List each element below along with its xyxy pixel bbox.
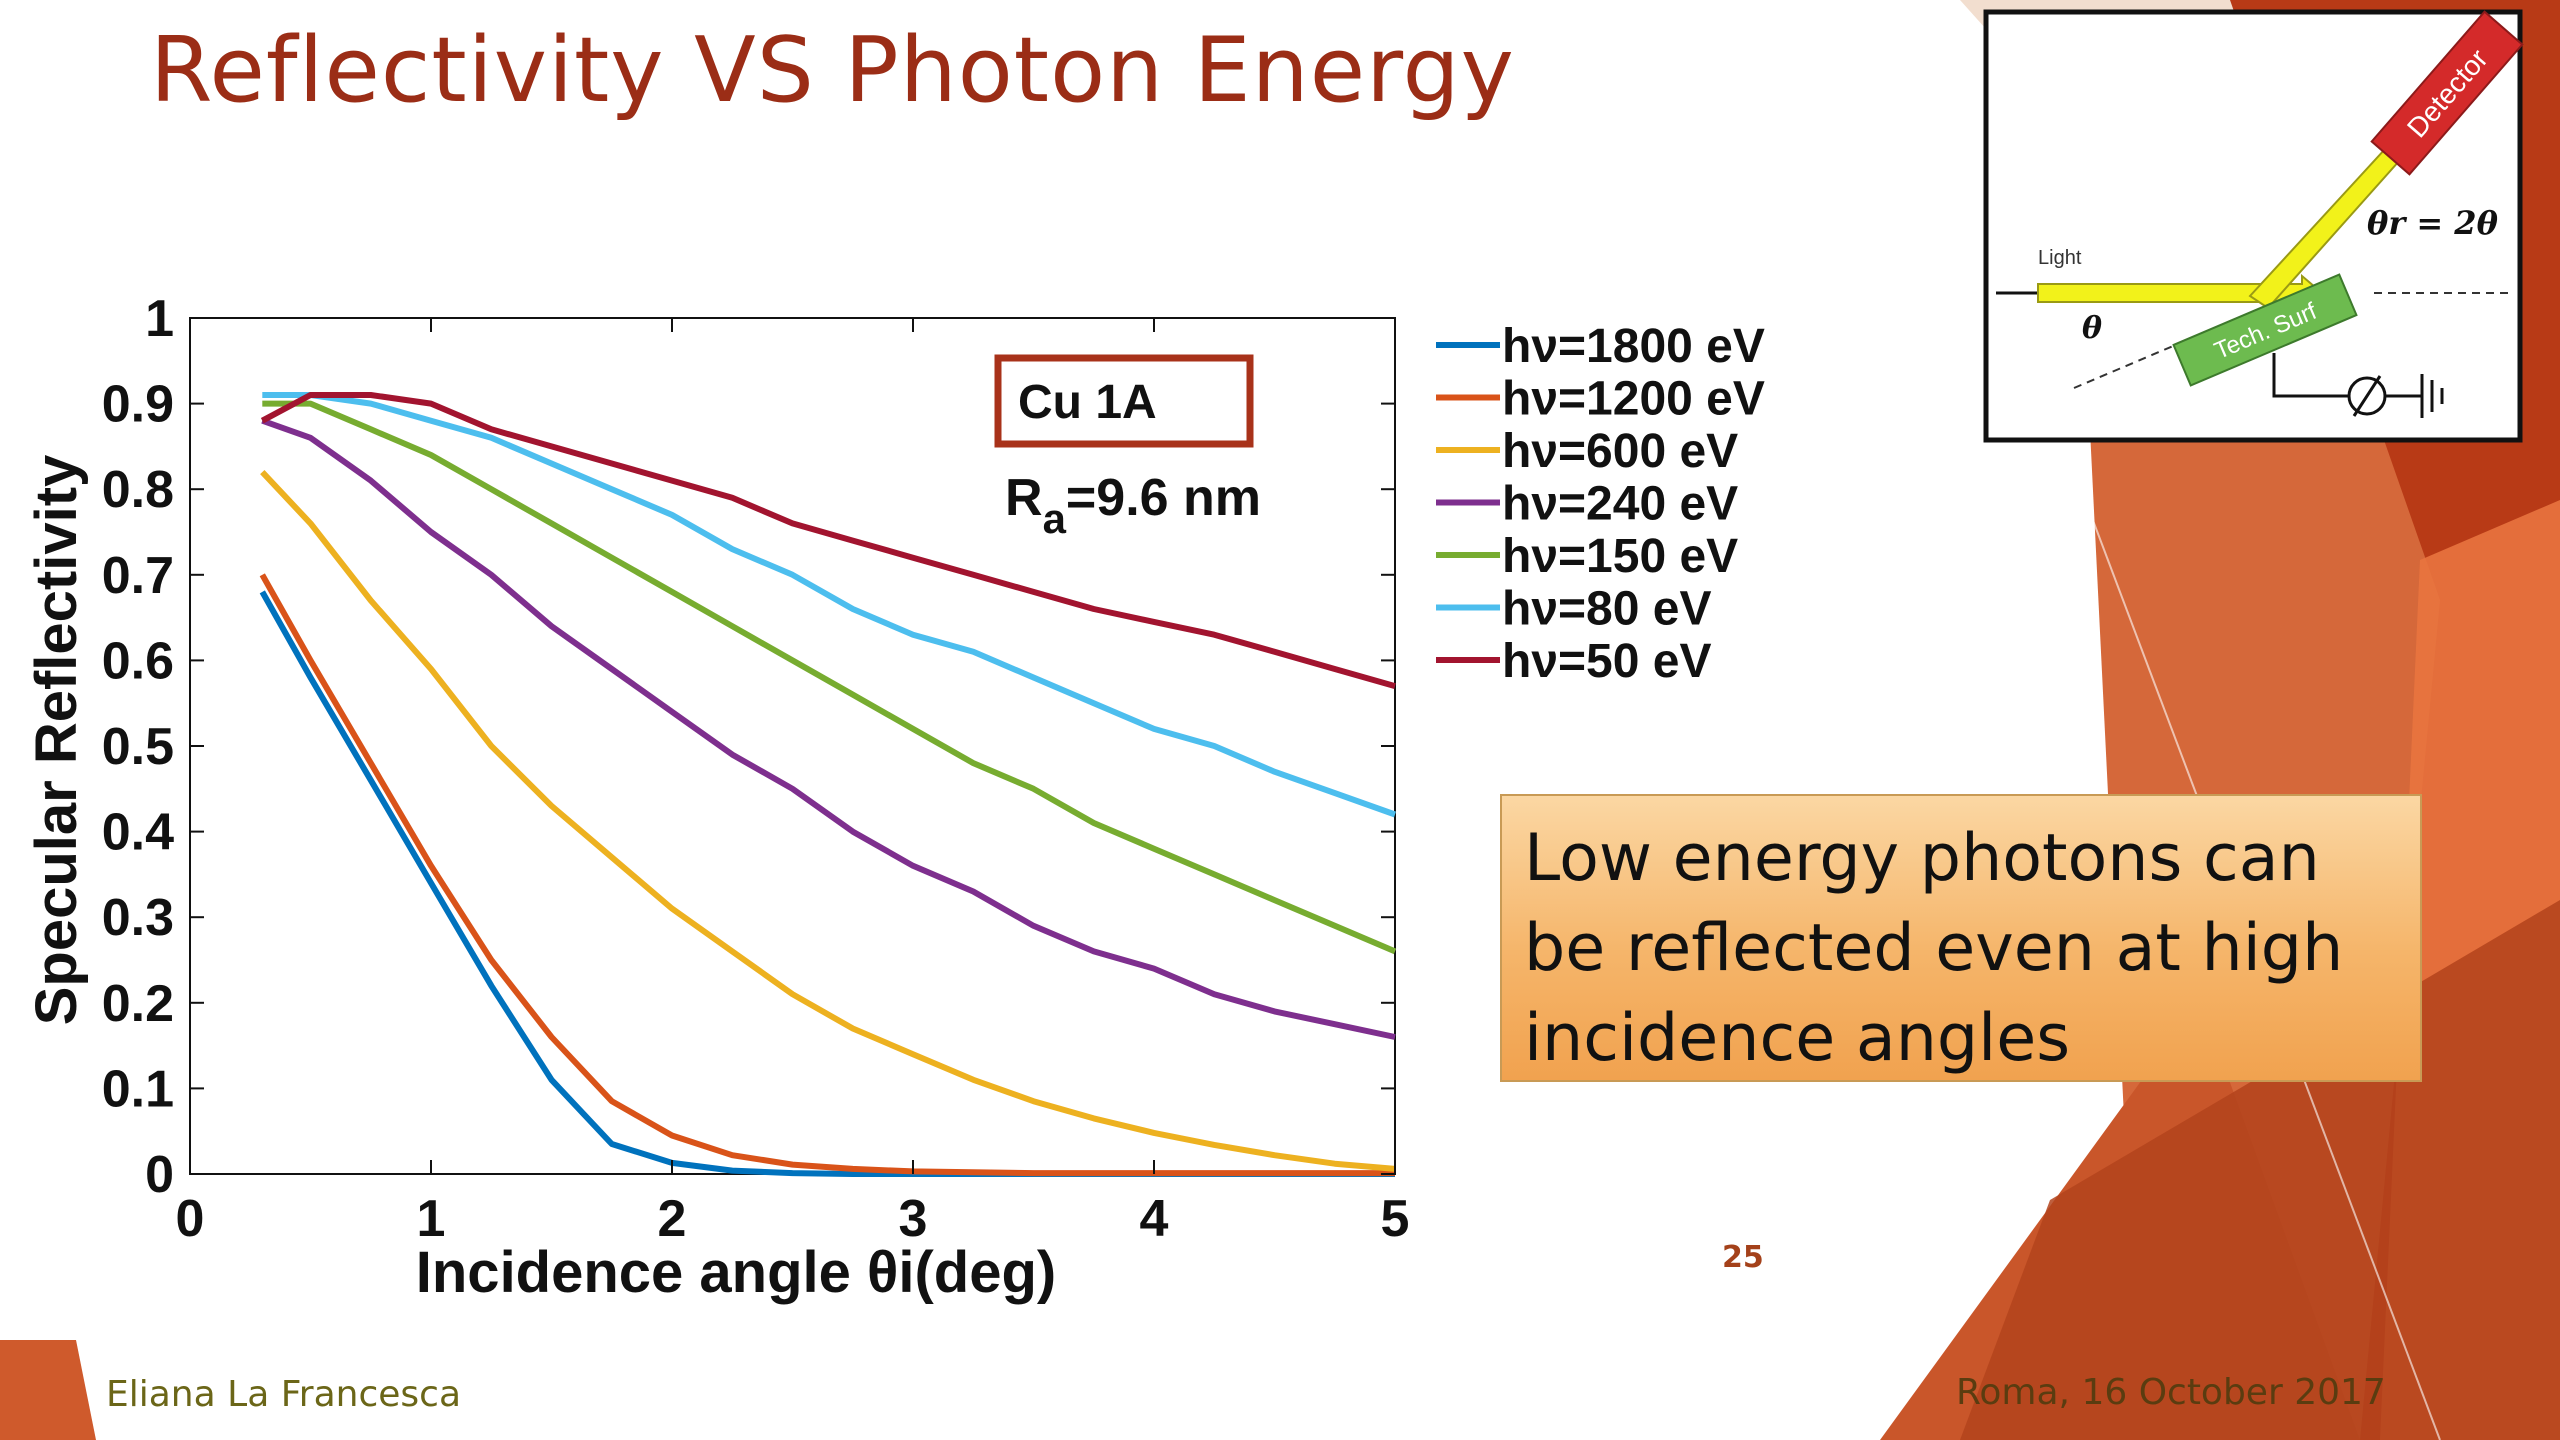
y-tick-label: 0.3 [102,889,174,947]
y-tick-label: 0.2 [102,975,174,1033]
series-line-6 [260,392,1396,689]
series-group [259,392,1397,1177]
y-tick-label: 1 [145,290,174,348]
y-tick-label: 0.4 [102,804,174,862]
ticks-group: 0 1 2 3 4 5 0 0.1 0.2 0.3 0.4 0.5 0.6 0.7 0.8 0.9 1 [102,290,1410,1248]
annotation-text: Ra=9.6 nm [1005,469,1261,542]
annotation-box-label: Cu 1A [1018,376,1157,429]
x-tick-label: 3 [899,1190,928,1248]
callout-box: Low energy photons can be reflected even… [1500,794,2422,1082]
x-tick-label: 4 [1140,1190,1169,1248]
x-tick-label: 5 [1381,1190,1410,1248]
reflection-geometry-diagram: Detector Tech. Surf Light θ θr = 2θ [1983,9,2524,443]
callout-line: be reflected even at high [1524,911,2344,986]
legend-label: hν=150 eV [1502,530,1738,583]
annotation-box [994,354,1254,448]
surface-plane-dashed [2073,337,2193,389]
series-line-2 [260,470,1396,1172]
legend-label: hν=1200 eV [1502,373,1765,426]
footer-author: Eliana La Francesca [106,1374,462,1415]
light-label: Light [2038,247,2082,269]
ammeter-icon [2347,375,2387,417]
theta-r-label: θr = 2θ [2367,204,2499,242]
x-axis-label: Incidence angle θi(deg) [416,1240,1056,1305]
series-line-3 [261,417,1396,1040]
slide-title: Reflectivity VS Photon Energy [150,18,1515,123]
x-tick-label: 2 [658,1190,687,1248]
y-tick-label: 0.8 [102,461,174,519]
legend-label: hν=80 eV [1502,583,1711,636]
theta-label: θ [2082,311,2102,346]
y-tick-label: 0.6 [102,632,174,690]
plot-frame [189,317,1396,1175]
series-line-5 [262,392,1397,818]
legend-label: hν=1800 eV [1502,320,1765,373]
legend-label: hν=600 eV [1502,425,1738,478]
plot-area [189,317,1396,1175]
y-tick-label: 0.1 [102,1060,174,1118]
y-tick-label: 0.5 [102,718,174,776]
series-line-4 [262,400,1397,955]
y-tick-label: 0.7 [102,547,174,605]
ground-wire [2272,353,2354,398]
callout-line: Low energy photons can [1524,821,2320,896]
legend-label: hν=240 eV [1502,478,1738,531]
ground-symbol-icon [2420,374,2444,418]
x-tick-label: 0 [176,1190,205,1248]
footer-date: Roma, 16 October 2017 [1956,1372,2386,1413]
series-line-1 [259,573,1395,1177]
y-tick-label: 0 [145,1146,174,1204]
y-axis-label: Specular Reflectivity [24,455,89,1026]
callout-line: incidence angles [1524,1001,2071,1076]
legend-label: hν=50 eV [1502,635,1711,688]
y-tick-label: 0.9 [102,376,174,434]
x-tick-label: 1 [417,1190,446,1248]
page-number: 25 [1722,1240,1764,1275]
